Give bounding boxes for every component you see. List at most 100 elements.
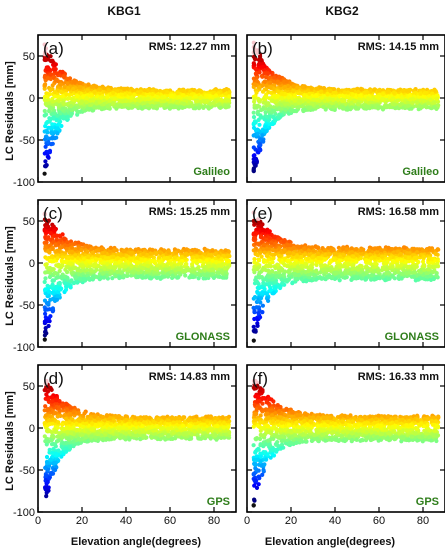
data-point	[125, 102, 131, 107]
data-point	[166, 249, 171, 255]
data-point	[43, 262, 48, 267]
data-point	[174, 99, 179, 105]
y-tick-label: -100	[13, 177, 35, 189]
data-point	[179, 255, 184, 260]
data-point	[288, 108, 293, 113]
data-point	[409, 106, 414, 111]
data-point	[58, 111, 63, 116]
data-point	[256, 62, 262, 67]
data-point	[300, 85, 305, 90]
data-point	[173, 268, 178, 273]
data-point	[263, 75, 269, 80]
data-point	[135, 260, 140, 265]
data-point	[163, 103, 168, 108]
data-point	[197, 105, 202, 110]
data-point	[42, 113, 47, 118]
data-point	[67, 261, 72, 266]
data-point	[77, 276, 82, 281]
data-point	[103, 256, 108, 261]
data-point	[54, 233, 59, 238]
data-point	[282, 84, 287, 90]
data-point	[165, 256, 170, 261]
data-point	[260, 64, 265, 69]
data-point	[401, 89, 406, 94]
data-point	[257, 122, 262, 127]
data-point	[142, 275, 147, 280]
data-point	[213, 93, 219, 98]
data-point	[111, 90, 116, 95]
data-point	[376, 105, 381, 110]
data-point	[125, 268, 130, 273]
data-point	[193, 98, 199, 103]
data-point	[193, 106, 198, 111]
data-point	[52, 271, 58, 276]
data-point	[253, 66, 258, 72]
data-point	[377, 88, 382, 93]
data-point	[207, 264, 212, 269]
data-point	[80, 263, 85, 268]
data-point	[145, 263, 150, 268]
data-point	[301, 107, 306, 113]
data-point	[109, 259, 114, 264]
data-point	[78, 81, 83, 86]
data-point	[154, 251, 159, 257]
data-point	[252, 82, 258, 87]
data-point	[89, 93, 94, 98]
data-point	[75, 94, 80, 99]
data-point	[54, 78, 59, 83]
data-point	[218, 105, 223, 110]
data-point	[109, 269, 114, 274]
data-point	[107, 98, 112, 104]
data-point	[58, 82, 63, 87]
data-point	[181, 88, 186, 94]
data-point	[381, 92, 386, 97]
data-point	[105, 94, 110, 99]
data-point	[101, 86, 106, 91]
data-point	[129, 251, 134, 256]
data-point	[222, 265, 227, 271]
data-point	[165, 90, 170, 95]
y-axis-label-row1: LC Residuals [mm]	[4, 61, 16, 161]
data-point	[142, 88, 147, 93]
data-point	[112, 248, 117, 253]
data-point	[129, 264, 134, 269]
data-point	[50, 283, 55, 288]
data-point	[264, 114, 269, 119]
data-point	[176, 95, 181, 100]
data-point	[84, 100, 89, 105]
data-point	[431, 105, 436, 110]
data-point	[44, 163, 49, 168]
data-point	[113, 261, 118, 266]
data-point	[321, 104, 326, 109]
data-point	[54, 237, 59, 242]
data-point	[57, 280, 62, 286]
data-point	[380, 96, 385, 101]
data-point	[42, 108, 47, 114]
data-point	[157, 255, 162, 260]
data-point	[128, 256, 134, 261]
data-point	[65, 276, 70, 281]
data-point	[150, 103, 155, 109]
data-point	[65, 81, 70, 86]
data-point	[140, 265, 145, 271]
data-point	[43, 276, 48, 281]
data-point	[50, 99, 55, 104]
data-point	[68, 103, 74, 109]
data-point	[115, 269, 120, 274]
data-point	[251, 338, 256, 343]
data-point	[204, 93, 209, 98]
data-point	[204, 258, 209, 263]
data-point	[150, 92, 155, 97]
data-point	[190, 274, 195, 279]
data-point	[78, 85, 83, 90]
data-point	[172, 255, 177, 260]
data-point	[219, 262, 224, 267]
data-point	[227, 94, 232, 99]
data-point	[101, 275, 107, 280]
data-point	[272, 75, 277, 80]
data-point	[57, 103, 62, 108]
data-point	[139, 257, 144, 262]
data-point	[54, 135, 59, 140]
data-point	[69, 111, 74, 116]
data-point	[195, 271, 200, 276]
